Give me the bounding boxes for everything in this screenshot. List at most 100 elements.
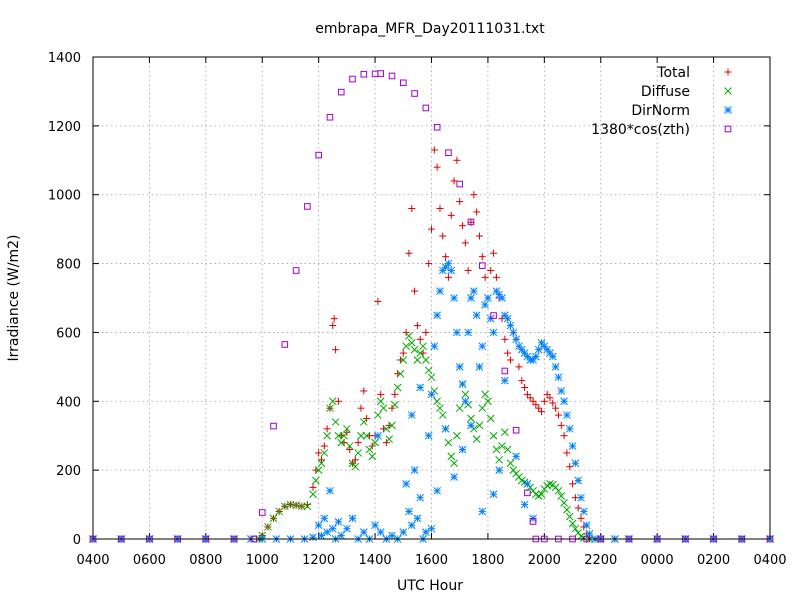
data-point xyxy=(376,397,385,406)
data-point xyxy=(478,507,487,516)
data-point xyxy=(314,466,323,474)
data-point xyxy=(359,528,368,536)
data-point xyxy=(478,253,486,261)
data-point xyxy=(551,363,560,371)
data-point xyxy=(357,431,365,440)
data-point xyxy=(424,366,433,375)
data-point xyxy=(546,480,554,488)
data-point xyxy=(538,408,546,416)
y-tick-labels: 0 200 400 600 800 1000 1200 1400 xyxy=(48,51,81,548)
data-point xyxy=(425,260,433,268)
data-point xyxy=(484,294,492,302)
legend-marker xyxy=(724,106,732,114)
data-point xyxy=(416,493,425,502)
data-point xyxy=(388,72,396,80)
y-tick-label: 1000 xyxy=(48,189,81,204)
data-point xyxy=(424,431,433,440)
data-point xyxy=(478,262,486,269)
legend-marker xyxy=(724,68,732,76)
data-point xyxy=(388,421,396,430)
data-point xyxy=(503,314,512,323)
data-point xyxy=(568,442,577,450)
data-point xyxy=(521,384,529,392)
data-point xyxy=(365,445,374,454)
data-point xyxy=(354,449,363,457)
data-point xyxy=(484,397,492,406)
data-point xyxy=(467,421,475,430)
data-point xyxy=(500,376,509,385)
data-point xyxy=(416,335,424,343)
data-point xyxy=(334,431,343,440)
data-point xyxy=(512,452,520,461)
y-tick-label: 1200 xyxy=(48,120,81,135)
plot-frame xyxy=(92,56,771,540)
legend-label: Diffuse xyxy=(641,84,690,100)
data-point xyxy=(450,177,458,185)
data-point xyxy=(422,104,430,112)
data-point xyxy=(427,390,436,399)
data-point xyxy=(444,438,453,447)
data-point xyxy=(546,394,554,402)
data-point xyxy=(549,399,557,407)
data-point xyxy=(264,523,272,531)
data-point xyxy=(560,498,568,507)
data-point xyxy=(506,459,515,468)
data-point xyxy=(436,204,444,212)
data-point xyxy=(297,502,306,511)
data-point xyxy=(512,335,520,344)
data-point xyxy=(455,363,464,371)
data-point xyxy=(354,439,362,447)
data-point xyxy=(473,208,481,216)
data-point xyxy=(410,345,419,354)
data-point xyxy=(560,397,568,406)
data-point xyxy=(326,113,334,121)
data-point xyxy=(461,397,470,406)
data-point xyxy=(258,509,266,516)
data-point xyxy=(360,387,368,395)
data-point xyxy=(439,232,447,240)
data-point xyxy=(351,462,360,471)
data-point xyxy=(563,449,571,457)
data-point xyxy=(328,524,337,533)
data-point xyxy=(281,341,289,348)
data-point xyxy=(557,492,566,500)
data-point xyxy=(447,266,456,275)
data-point xyxy=(309,533,317,542)
data-point xyxy=(340,431,348,440)
y-tick-label: 0 xyxy=(73,533,81,548)
data-point xyxy=(492,445,501,454)
data-point xyxy=(475,232,483,240)
data-point xyxy=(504,349,512,357)
data-point xyxy=(368,452,377,461)
data-points xyxy=(89,70,774,543)
data-point xyxy=(557,421,565,429)
data-point xyxy=(411,287,419,295)
data-point xyxy=(374,297,382,305)
data-point xyxy=(481,273,489,281)
legend-marker xyxy=(724,125,732,133)
y-tick-label: 200 xyxy=(56,464,81,479)
data-point xyxy=(330,315,338,323)
data-point xyxy=(399,528,408,536)
data-point xyxy=(487,266,495,274)
data-point xyxy=(472,435,481,444)
data-point xyxy=(379,404,388,413)
data-point xyxy=(309,483,317,491)
x-tick-labels: 0400 0600 0800 1000 1200 1400 1600 1800 2000 2200… xyxy=(76,553,786,568)
data-point xyxy=(506,356,514,364)
data-point xyxy=(413,514,422,523)
data-point xyxy=(445,149,452,157)
data-point xyxy=(444,259,453,268)
data-point xyxy=(326,486,334,495)
data-point xyxy=(360,70,368,78)
data-point xyxy=(557,387,566,395)
data-point xyxy=(438,411,447,419)
y-tick-label: 800 xyxy=(56,258,81,273)
data-point xyxy=(571,524,580,533)
data-point xyxy=(362,431,371,440)
data-point xyxy=(433,163,441,171)
data-point xyxy=(304,203,311,210)
data-point xyxy=(481,390,489,399)
data-point xyxy=(565,424,574,433)
